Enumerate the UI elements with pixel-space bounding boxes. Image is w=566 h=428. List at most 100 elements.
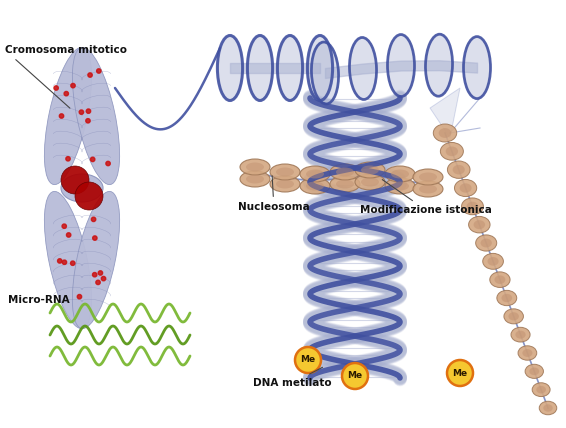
Ellipse shape xyxy=(306,169,324,178)
Ellipse shape xyxy=(539,401,557,415)
Ellipse shape xyxy=(448,161,470,178)
Ellipse shape xyxy=(495,275,505,284)
Ellipse shape xyxy=(270,164,300,180)
Ellipse shape xyxy=(246,175,264,184)
Ellipse shape xyxy=(330,164,360,180)
Ellipse shape xyxy=(475,235,497,251)
Ellipse shape xyxy=(474,220,485,229)
Ellipse shape xyxy=(469,217,490,233)
Ellipse shape xyxy=(466,202,478,211)
Ellipse shape xyxy=(419,172,437,181)
Ellipse shape xyxy=(44,48,92,184)
Ellipse shape xyxy=(543,404,553,412)
Ellipse shape xyxy=(276,167,294,176)
Ellipse shape xyxy=(439,128,451,138)
Ellipse shape xyxy=(361,178,379,187)
Ellipse shape xyxy=(461,198,483,215)
Circle shape xyxy=(62,260,67,265)
Polygon shape xyxy=(430,88,460,138)
Circle shape xyxy=(64,92,68,96)
Ellipse shape xyxy=(434,124,457,142)
Ellipse shape xyxy=(240,171,270,187)
Ellipse shape xyxy=(511,327,530,342)
Ellipse shape xyxy=(270,176,300,192)
Circle shape xyxy=(106,161,110,166)
Ellipse shape xyxy=(44,191,92,329)
Ellipse shape xyxy=(355,174,385,190)
Text: DNA metilato: DNA metilato xyxy=(253,367,332,388)
Text: Nucleosoma: Nucleosoma xyxy=(238,176,310,212)
Ellipse shape xyxy=(419,184,437,193)
Ellipse shape xyxy=(336,179,354,188)
Ellipse shape xyxy=(413,181,443,197)
Ellipse shape xyxy=(487,257,499,266)
Circle shape xyxy=(86,109,91,113)
Ellipse shape xyxy=(516,330,526,339)
Circle shape xyxy=(91,217,96,222)
Ellipse shape xyxy=(525,364,543,378)
Circle shape xyxy=(98,271,102,275)
Ellipse shape xyxy=(306,181,324,190)
Ellipse shape xyxy=(501,294,512,302)
Ellipse shape xyxy=(454,179,477,196)
Ellipse shape xyxy=(391,181,409,190)
Ellipse shape xyxy=(460,183,471,193)
Ellipse shape xyxy=(361,166,379,175)
Circle shape xyxy=(59,114,64,118)
Text: Me: Me xyxy=(452,369,468,377)
Ellipse shape xyxy=(355,162,385,178)
Ellipse shape xyxy=(522,349,533,357)
Ellipse shape xyxy=(240,159,270,175)
Ellipse shape xyxy=(385,166,415,182)
Ellipse shape xyxy=(336,167,354,176)
Ellipse shape xyxy=(276,179,294,188)
Ellipse shape xyxy=(217,36,243,101)
Ellipse shape xyxy=(440,143,464,160)
Text: Micro-RNA: Micro-RNA xyxy=(8,295,70,305)
Text: Cromosoma mitotico: Cromosoma mitotico xyxy=(5,45,127,108)
Ellipse shape xyxy=(483,253,503,269)
Circle shape xyxy=(93,236,97,240)
Circle shape xyxy=(342,363,368,389)
Ellipse shape xyxy=(490,272,510,288)
Circle shape xyxy=(79,110,84,114)
Ellipse shape xyxy=(246,163,264,172)
Text: Me: Me xyxy=(348,372,363,380)
Ellipse shape xyxy=(413,169,443,185)
Text: Me: Me xyxy=(301,356,316,365)
Ellipse shape xyxy=(445,146,458,156)
Circle shape xyxy=(58,259,62,263)
Ellipse shape xyxy=(453,165,465,175)
Ellipse shape xyxy=(537,386,546,393)
Circle shape xyxy=(92,273,97,277)
Circle shape xyxy=(91,157,95,162)
Ellipse shape xyxy=(481,238,492,247)
Ellipse shape xyxy=(388,35,414,97)
Circle shape xyxy=(77,294,82,299)
Circle shape xyxy=(75,182,103,210)
Ellipse shape xyxy=(391,169,409,178)
Circle shape xyxy=(62,224,66,229)
Circle shape xyxy=(88,73,92,77)
Circle shape xyxy=(96,280,100,285)
Circle shape xyxy=(66,233,71,237)
Circle shape xyxy=(97,69,101,73)
Ellipse shape xyxy=(426,34,453,96)
Ellipse shape xyxy=(300,166,330,182)
Ellipse shape xyxy=(72,48,119,184)
Circle shape xyxy=(71,83,75,88)
Circle shape xyxy=(86,119,90,123)
Ellipse shape xyxy=(508,312,519,321)
Circle shape xyxy=(66,157,70,161)
Ellipse shape xyxy=(311,42,338,104)
Ellipse shape xyxy=(532,383,550,397)
Ellipse shape xyxy=(307,36,333,101)
Ellipse shape xyxy=(504,309,524,324)
Ellipse shape xyxy=(300,178,330,194)
Text: Modificazione istonica: Modificazione istonica xyxy=(360,180,492,215)
Circle shape xyxy=(447,360,473,386)
Ellipse shape xyxy=(529,368,539,375)
Ellipse shape xyxy=(61,174,103,202)
Ellipse shape xyxy=(330,176,360,192)
Ellipse shape xyxy=(349,38,376,99)
